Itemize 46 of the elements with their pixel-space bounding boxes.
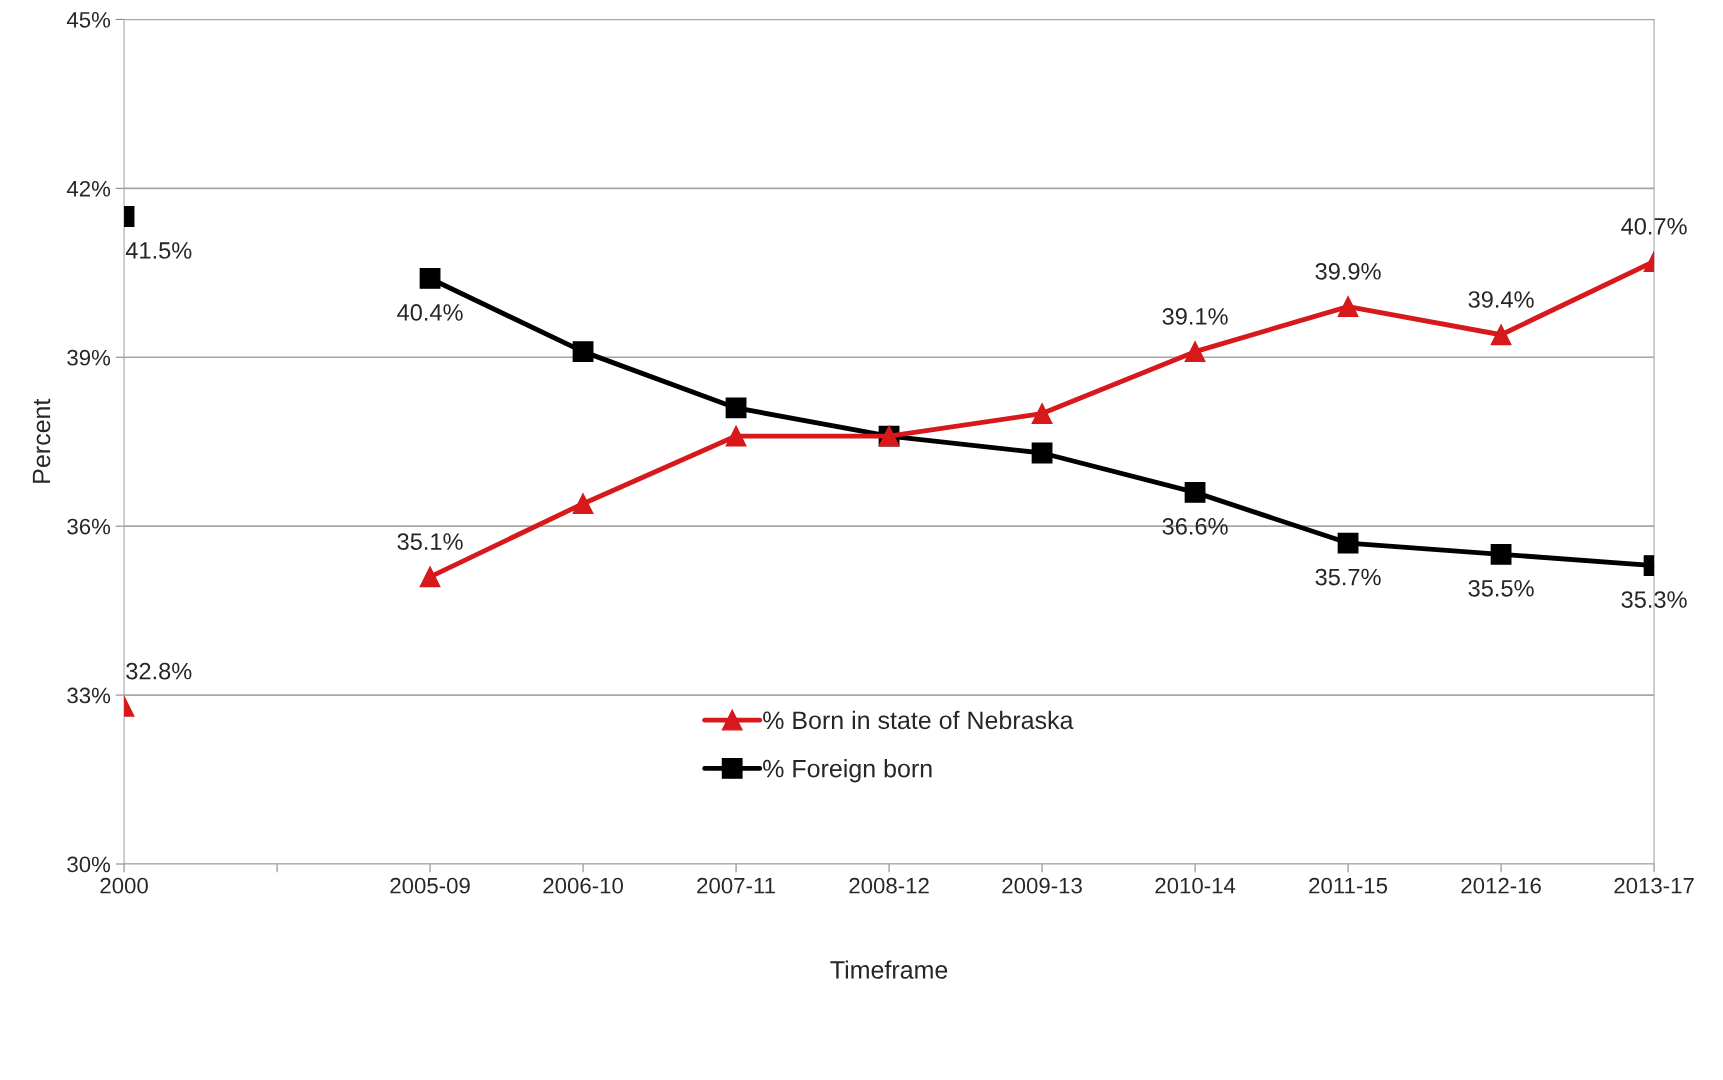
x-tick-label: 2011-15	[1309, 877, 1388, 894]
point	[1337, 532, 1359, 554]
data-label: 40.4%	[397, 304, 463, 321]
x-tick-label: 2013-17	[1614, 877, 1694, 894]
legend-label: % Foreign born	[763, 759, 932, 783]
point	[725, 397, 747, 419]
data-label: 35.7%	[1315, 568, 1381, 586]
point	[1031, 442, 1053, 464]
x-tick-label: 2009-13	[1002, 877, 1082, 894]
data-label: 35.5%	[1468, 579, 1534, 597]
data-label: 41.5%	[125, 242, 192, 259]
x-tick-label: 2012-16	[1461, 877, 1541, 894]
data-label: 39.9%	[1315, 262, 1381, 280]
y-tick-label: 45%	[66, 12, 111, 28]
legend-label: % Born in state of Nebraska	[763, 710, 1074, 730]
x-tick-label: 2005-09	[390, 877, 470, 894]
x-tick-label: 2006-10	[543, 877, 623, 894]
point	[419, 566, 441, 588]
y-tick-label: 33%	[67, 687, 111, 704]
point	[1184, 341, 1206, 363]
x-tick-label: 2008-12	[849, 877, 929, 894]
y-tick-label: 39%	[67, 349, 111, 366]
data-label: 40.7%	[1621, 217, 1687, 235]
x-tick-label: 2000	[100, 877, 148, 894]
point	[1031, 403, 1053, 424]
data-label: 32.8%	[126, 662, 192, 680]
x-tick-label: 2010-14	[1155, 877, 1236, 894]
point	[1490, 543, 1512, 565]
data-label: 35.3%	[1621, 591, 1687, 608]
point	[572, 341, 594, 363]
y-tick-label: 30%	[67, 856, 111, 873]
point	[419, 268, 441, 289]
data-label: 35.1%	[397, 533, 463, 550]
data-label: 39.4%	[1468, 291, 1534, 308]
data-label: 36.6%	[1162, 518, 1228, 535]
point	[572, 493, 594, 515]
y-tick-label: 42%	[66, 180, 111, 197]
point	[1184, 481, 1206, 503]
point	[725, 425, 747, 447]
x-tick-label: 2007-11	[697, 877, 775, 894]
point	[1490, 324, 1512, 346]
y-tick-label: 36%	[67, 518, 111, 535]
data-label: 39.1%	[1162, 308, 1228, 325]
y-axis-title: Percent	[32, 398, 51, 483]
x-axis-title: Timeframe	[830, 960, 948, 979]
point	[1337, 296, 1359, 318]
